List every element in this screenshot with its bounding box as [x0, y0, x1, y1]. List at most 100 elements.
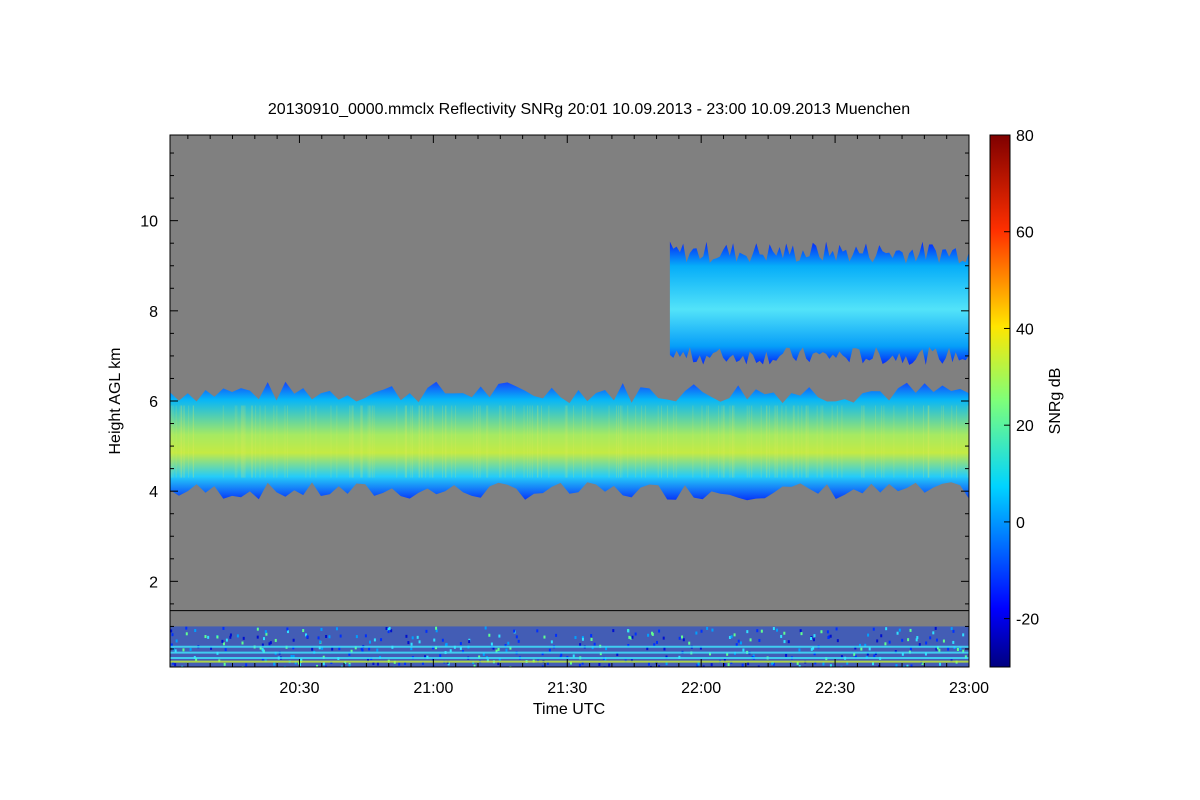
clutter-speck: [603, 666, 606, 667]
clutter-speck: [385, 627, 388, 631]
clutter-speck: [322, 662, 325, 666]
clutter-speck: [504, 644, 507, 648]
clutter-speck: [505, 648, 508, 652]
clutter-speck: [411, 636, 414, 640]
colorbar-tick-label: 60: [1016, 225, 1034, 242]
clutter-speck: [711, 628, 714, 632]
clutter-speck: [324, 665, 327, 667]
clutter-speck: [473, 664, 476, 667]
clutter-speck: [678, 636, 681, 640]
clutter-speck: [942, 639, 945, 643]
clutter-speck: [864, 643, 867, 647]
clutter-speck: [459, 642, 462, 646]
clutter-speck: [812, 638, 815, 642]
clutter-speck: [700, 629, 703, 633]
clutter-speck: [290, 655, 293, 659]
clutter-speck: [952, 629, 955, 633]
clutter-speck: [364, 634, 367, 638]
x-tick-label: 21:30: [547, 680, 587, 697]
clutter-speck: [835, 627, 838, 631]
clutter-speck: [305, 633, 308, 637]
clutter-speck: [492, 646, 495, 650]
clutter-speck: [742, 648, 745, 652]
clutter-speck: [509, 646, 512, 650]
clutter-speck: [902, 665, 905, 667]
clutter-speck: [780, 634, 783, 638]
clutter-speck: [546, 661, 549, 665]
clutter-speck: [658, 629, 661, 633]
clutter-speck: [581, 661, 584, 665]
clutter-speck: [361, 648, 364, 652]
clutter-speck: [229, 633, 232, 637]
clutter-speck: [939, 662, 942, 666]
clutter-speck: [350, 649, 353, 653]
clutter-speck: [910, 664, 913, 667]
colorbar-tick-label: 20: [1016, 418, 1034, 435]
clutter-speck: [189, 647, 192, 651]
clutter-speck: [772, 662, 775, 666]
clutter-speck: [858, 643, 861, 647]
clutter-speck: [515, 635, 518, 639]
clutter-speck: [536, 629, 539, 633]
y-axis-label: Height AGL km: [107, 347, 124, 454]
clutter-speck: [938, 648, 941, 652]
ground-clutter: [170, 626, 969, 667]
clutter-speck: [608, 663, 611, 667]
clutter-speck: [320, 627, 323, 631]
clutter-speck: [872, 627, 875, 631]
clutter-speck: [772, 627, 775, 631]
clutter-speck: [860, 647, 863, 651]
clutter-speck: [435, 629, 438, 633]
clutter-speck: [810, 636, 813, 640]
clutter-speck: [175, 639, 178, 643]
clutter-speck: [616, 653, 619, 657]
clutter-speck: [550, 640, 553, 644]
clutter-speck: [388, 626, 391, 630]
clutter-speck: [629, 636, 632, 640]
clutter-speck: [728, 635, 731, 639]
clutter-speck: [574, 636, 577, 640]
clutter-speck: [916, 636, 919, 640]
radar-echo-layer: [170, 241, 969, 501]
y-axis: 2 4 6 8 10: [140, 152, 969, 650]
clutter-speck: [431, 646, 434, 650]
upper-cloud: [669, 241, 969, 365]
clutter-speck: [435, 626, 438, 630]
clutter-speck: [387, 630, 390, 634]
clutter-speck: [484, 626, 487, 630]
clutter-speck: [268, 642, 271, 646]
clutter-speck: [730, 635, 733, 639]
clutter-speck: [749, 638, 752, 642]
clutter-speck: [236, 634, 239, 638]
clutter-speck: [665, 662, 668, 666]
clutter-speck: [241, 641, 244, 645]
clutter-speck: [354, 646, 357, 650]
clutter-speck: [292, 646, 295, 650]
clutter-speck: [785, 653, 788, 657]
clutter-speck: [631, 635, 634, 639]
clutter-speck: [286, 627, 289, 631]
clutter-speck: [579, 643, 582, 647]
clutter-speck: [294, 661, 297, 665]
clutter-speck: [355, 635, 358, 639]
clutter-speck: [311, 647, 314, 651]
clutter-speck: [699, 646, 702, 650]
clutter-speck: [439, 654, 442, 658]
clutter-speck: [225, 638, 228, 642]
clutter-speck: [741, 663, 744, 667]
clutter-speck: [569, 661, 572, 665]
clutter-speck: [210, 646, 213, 650]
clutter-speck: [647, 633, 650, 637]
clutter-speck: [605, 647, 608, 651]
clutter-speck: [776, 628, 779, 632]
clutter-speck: [170, 643, 173, 647]
clutter-speck: [273, 662, 276, 666]
clutter-speck: [783, 631, 786, 635]
clutter-speck: [317, 636, 320, 640]
colorbar-label: SNRg dB: [1047, 368, 1064, 435]
colorbar-tick-label: -20: [1016, 612, 1039, 629]
clutter-speck: [628, 635, 631, 639]
clutter-speck: [366, 658, 369, 662]
clutter-speck: [262, 637, 265, 641]
clutter-speck: [663, 647, 666, 651]
